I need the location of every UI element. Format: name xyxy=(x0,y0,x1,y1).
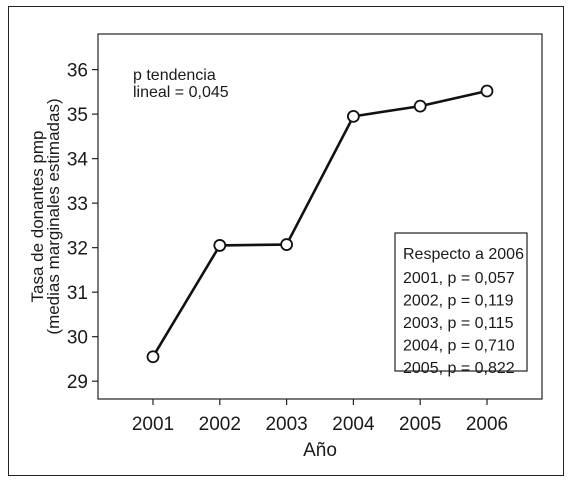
pvalue-box-title: Respecto a 2006 xyxy=(403,246,524,263)
labels: Año Tasa de donantes pmp(medias marginale… xyxy=(28,67,528,461)
data-point xyxy=(280,238,294,251)
x-axis-label: Año xyxy=(303,440,337,461)
x-tick-label: 2005 xyxy=(399,414,441,435)
data-point xyxy=(346,109,360,123)
x-tick-label: 2003 xyxy=(265,414,307,435)
pvalue-box xyxy=(394,232,528,372)
data-point xyxy=(480,84,494,98)
y-axis-label-sub: (medias marginales estimadas) xyxy=(44,98,63,334)
y-tick-label: 32 xyxy=(67,239,88,260)
y-tick-label: 30 xyxy=(67,328,88,349)
data-point xyxy=(413,99,427,113)
y-tick-label: 33 xyxy=(67,194,88,215)
trend-annotation: lineal = 0,045 xyxy=(133,84,229,101)
y-tick-label: 35 xyxy=(67,105,88,126)
pvalue-line: 2003, p = 0,115 xyxy=(403,315,514,332)
pvalue-line: 2005, p = 0,822 xyxy=(403,360,515,377)
pvalue-line: 2002, p = 0,119 xyxy=(403,293,514,310)
series xyxy=(146,84,494,364)
axes: 29 30 31 32 33 34 35 36 2001 2002 2003 2004 2005 2006 xyxy=(67,33,543,435)
pvalue-line: 2001, p = 0,057 xyxy=(403,270,515,287)
y-tick-label: 31 xyxy=(67,283,88,304)
pvalue-line: 2004, p = 0,710 xyxy=(403,338,515,355)
y-tick-label: 36 xyxy=(67,61,88,82)
y-tick-label: 34 xyxy=(67,150,89,171)
y-tick-label: 29 xyxy=(67,372,88,393)
series-line xyxy=(151,89,488,358)
data-point xyxy=(146,350,160,364)
x-tick-label: 2001 xyxy=(132,414,174,435)
x-tick-label: 2002 xyxy=(199,414,241,435)
data-point xyxy=(213,239,227,252)
trend-annotation: p tendencia xyxy=(133,67,216,84)
y-axis-label: Tasa de donantes pmp xyxy=(28,130,47,302)
x-tick-label: 2006 xyxy=(466,414,508,435)
x-tick-label: 2004 xyxy=(332,414,375,435)
plot-area xyxy=(97,33,543,400)
